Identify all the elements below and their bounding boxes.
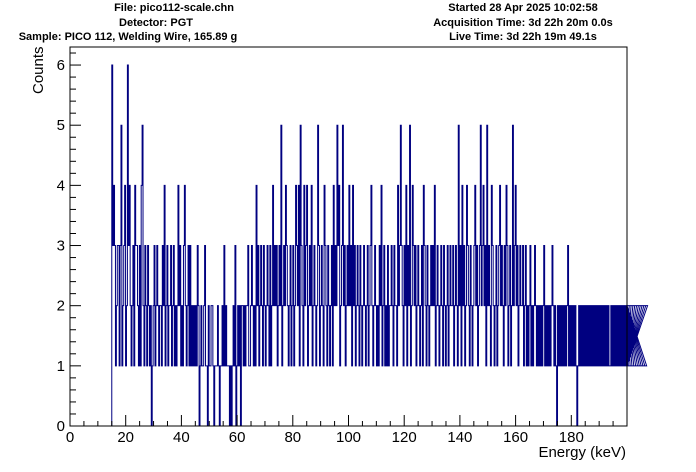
x-axis-title: Energy (keV) <box>538 444 626 461</box>
y-axis-title: Counts <box>30 46 47 94</box>
x-tick-label: 160 <box>503 429 528 446</box>
x-tick-label: 40 <box>173 429 190 446</box>
live-time: Live Time: 3d 22h 19m 49.1s <box>449 31 597 43</box>
plot-frame <box>69 46 628 427</box>
y-tick-label: 1 <box>57 358 65 375</box>
y-tick-label: 5 <box>57 117 65 134</box>
file-name: File: pico112-scale.chn <box>114 2 234 14</box>
sample-label: Sample: PICO 112, Welding Wire, 165.89 g <box>18 31 238 43</box>
x-tick-label: 100 <box>336 429 361 446</box>
detector-label: Detector: PGT <box>119 17 193 29</box>
spectrum-line <box>111 64 649 427</box>
x-tick-label: 180 <box>559 429 584 446</box>
x-tick-label: 80 <box>284 429 301 446</box>
acquisition-time: Acquisition Time: 3d 22h 20m 0.0s <box>433 17 613 29</box>
start-time: Started 28 Apr 2025 10:02:58 <box>448 2 598 14</box>
x-tick-label: 60 <box>229 429 246 446</box>
y-tick-label: 3 <box>57 238 65 255</box>
y-tick-label: 4 <box>57 177 65 194</box>
y-tick-label: 2 <box>57 298 65 315</box>
x-tick-label: 20 <box>117 429 134 446</box>
x-tick-label: 140 <box>447 429 472 446</box>
y-tick-label: 0 <box>57 418 65 435</box>
x-tick-label: 0 <box>66 429 74 446</box>
x-tick-label: 120 <box>392 429 417 446</box>
y-tick-label: 6 <box>57 57 65 74</box>
